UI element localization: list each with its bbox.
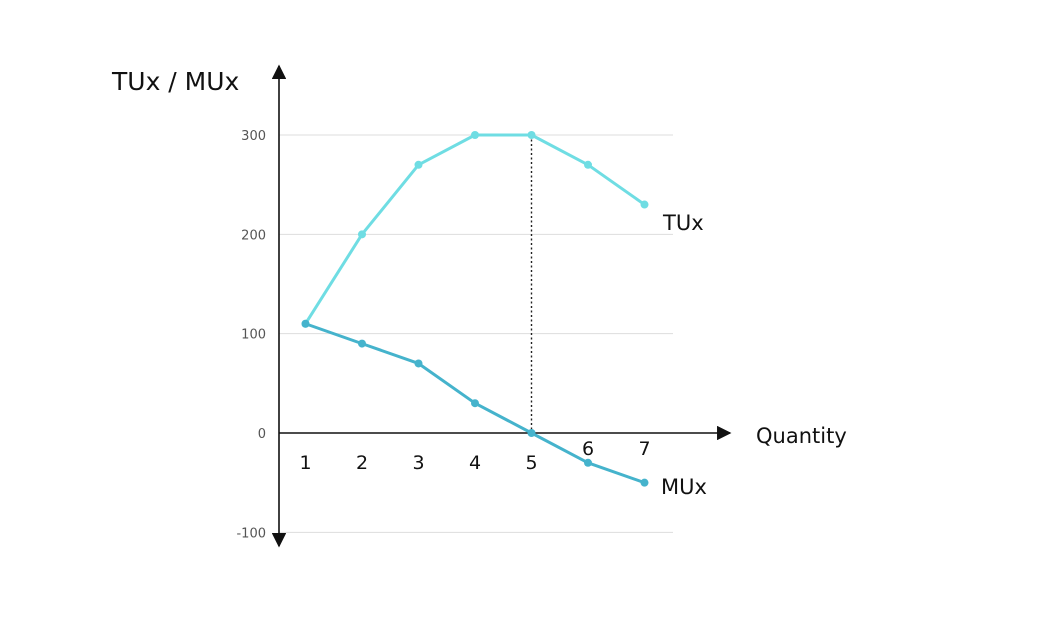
y-tick-label: 300 <box>241 129 266 144</box>
x-category-label: 2 <box>356 452 368 474</box>
series-label-mux: MUx <box>661 475 707 499</box>
series-mux <box>301 319 649 487</box>
x-category-label: 5 <box>525 452 537 474</box>
y-axis-title: TUx / MUx <box>111 67 239 96</box>
x-category-label: 4 <box>469 452 481 474</box>
x-category-labels: 1 2 3 4 5 6 7 <box>299 438 650 474</box>
series-label-tux: TUx <box>662 211 704 235</box>
y-tick-label: 100 <box>241 328 266 343</box>
data-point-mux <box>301 319 310 328</box>
data-point-tux <box>527 131 536 140</box>
x-category-label: 3 <box>412 452 424 474</box>
x-category-label: 7 <box>638 438 650 460</box>
series-line-tux <box>304 133 646 326</box>
data-point-tux <box>358 230 366 239</box>
y-tick-label: -100 <box>236 526 266 541</box>
data-point-mux <box>584 458 592 467</box>
y-tick-labels: -100 0 100 200 300 <box>236 129 266 541</box>
data-point-mux <box>414 359 423 368</box>
data-point-mux <box>527 429 536 437</box>
x-category-label: 1 <box>299 452 311 474</box>
data-point-mux <box>640 478 649 487</box>
data-point-tux <box>471 131 479 140</box>
data-point-tux <box>414 160 423 169</box>
y-tick-label: 0 <box>258 427 266 442</box>
y-tick-label: 200 <box>241 228 266 243</box>
data-point-tux <box>640 200 649 209</box>
x-category-label: 6 <box>582 438 594 460</box>
data-point-mux <box>471 399 479 408</box>
series-tux <box>301 131 649 328</box>
series-lines <box>301 131 649 487</box>
x-axis-title: Quantity <box>756 424 847 448</box>
data-point-mux <box>358 339 366 348</box>
data-point-tux <box>584 160 592 169</box>
